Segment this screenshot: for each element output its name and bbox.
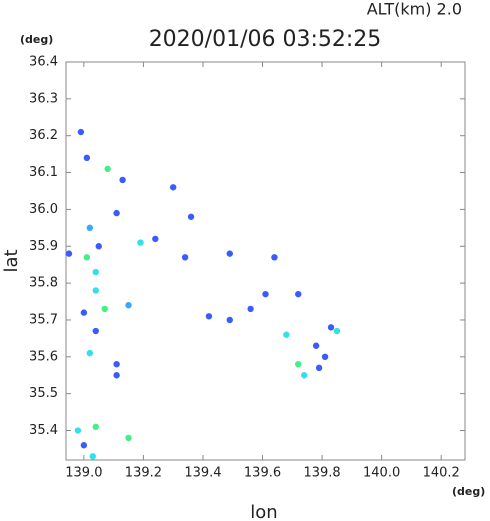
y-tick-label: 35.4 xyxy=(29,423,58,438)
y-tick-label: 35.6 xyxy=(29,349,58,364)
echo-point xyxy=(86,224,94,232)
echo-point xyxy=(301,372,308,379)
echo-point xyxy=(92,327,99,335)
echo-point xyxy=(205,313,213,320)
x-tick-label: 139.6 xyxy=(244,466,281,481)
plot-frame xyxy=(65,61,466,461)
echo-point xyxy=(83,254,91,261)
echo-point xyxy=(113,372,120,379)
x-tick-label: 140.0 xyxy=(363,466,400,481)
y-axis-label: lat xyxy=(1,249,22,272)
echo-point xyxy=(333,327,341,335)
echo-point xyxy=(95,243,102,250)
y-tick-label: 36.4 xyxy=(29,55,58,70)
x-tick-label: 139.8 xyxy=(303,466,340,481)
echo-point xyxy=(271,254,278,261)
echo-point xyxy=(295,290,302,298)
echo-point xyxy=(152,235,159,243)
x-unit: (deg) xyxy=(452,485,485,498)
chart-title: 2020/01/06 03:52:25 xyxy=(149,27,382,52)
echo-point xyxy=(295,360,302,368)
echo-point xyxy=(104,165,111,173)
x-tick-label: 139.2 xyxy=(125,466,162,481)
echo-point xyxy=(113,360,120,368)
echo-point xyxy=(137,239,144,246)
echo-point xyxy=(283,331,290,338)
echo-point xyxy=(321,353,329,361)
echo-point xyxy=(181,254,189,261)
echo-point xyxy=(74,427,82,434)
echo-point xyxy=(327,324,335,331)
y-tick-label: 35.5 xyxy=(29,386,58,401)
echo-point xyxy=(86,349,94,357)
echo-point xyxy=(125,302,132,309)
echo-point xyxy=(226,316,233,324)
echo-point xyxy=(80,309,88,316)
echo-point xyxy=(113,209,120,217)
y-tick-label: 36.2 xyxy=(29,128,58,143)
y-tick-label: 36.0 xyxy=(29,202,58,217)
echo-point xyxy=(83,154,91,162)
y-tick-label: 36.3 xyxy=(29,91,58,106)
echo-point xyxy=(89,453,96,460)
echo-point xyxy=(312,342,320,349)
echo-point xyxy=(92,287,99,294)
echo-point xyxy=(92,268,99,276)
echo-point xyxy=(262,290,269,298)
echo-point xyxy=(77,128,85,136)
echo-point xyxy=(92,423,99,431)
echo-point xyxy=(101,305,108,313)
x-tick-label: 139.4 xyxy=(184,466,221,481)
echo-point xyxy=(119,176,126,184)
x-axis-label: lon xyxy=(250,502,277,521)
echo-point xyxy=(65,250,73,257)
echo-point xyxy=(80,442,88,449)
echo-point xyxy=(226,250,233,257)
echo-point xyxy=(125,434,132,442)
y-tick-label: 35.8 xyxy=(29,276,58,291)
echo-point xyxy=(247,305,254,313)
y-unit: (deg) xyxy=(20,33,53,46)
echo-point xyxy=(169,184,177,191)
x-tick-label: 140.2 xyxy=(423,466,460,481)
echo-point xyxy=(315,364,323,372)
altitude-label: ALT(km) 2.0 xyxy=(367,0,462,19)
echo-point xyxy=(187,213,195,220)
y-tick-label: 36.1 xyxy=(29,165,58,180)
y-tick-label: 35.7 xyxy=(29,312,58,327)
y-tick-label: 35.9 xyxy=(29,239,58,254)
x-tick-label: 139.0 xyxy=(65,466,102,481)
